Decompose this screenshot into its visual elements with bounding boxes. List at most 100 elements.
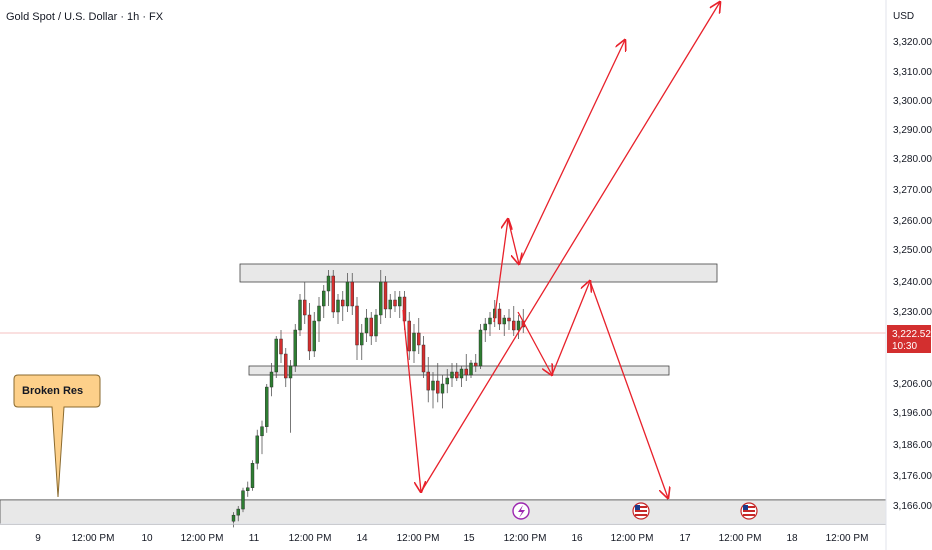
candle (274, 336, 278, 378)
candle (303, 282, 307, 324)
resistance-zone[interactable] (239, 263, 718, 283)
price-tick-label: 3,176.00 (893, 471, 932, 482)
candle (450, 363, 454, 388)
candle (374, 309, 378, 342)
zones-layer (0, 263, 887, 525)
candle (440, 375, 445, 409)
candle (412, 324, 416, 363)
projection-arrow[interactable] (589, 280, 668, 498)
candle (464, 354, 468, 381)
price-tick-label: 3,290.00 (893, 125, 932, 136)
candle (360, 324, 364, 360)
price-tick-label: 3,250.00 (893, 245, 932, 256)
price-tick-label: 3,270.00 (893, 185, 932, 196)
candle (246, 481, 250, 497)
time-tick-label: 12:00 PM (397, 533, 440, 544)
projection-arrow[interactable] (402, 309, 421, 492)
price-tick-label: 3,300.00 (893, 96, 932, 107)
candle (341, 291, 345, 321)
broken-resistance-zone[interactable] (0, 499, 887, 525)
time-tick-label: 12:00 PM (504, 533, 547, 544)
price-tick-label: 3,196.00 (893, 408, 932, 419)
time-tick-label: 9 (35, 533, 41, 544)
us-flag-icon[interactable] (632, 502, 650, 520)
candle (383, 276, 388, 318)
price-axis[interactable]: USD 3,320.00 3,310.00 3,300.00 3,290.00 3,28… (885, 0, 932, 550)
time-tick-label: 17 (679, 533, 691, 544)
support-zone[interactable] (248, 365, 670, 376)
candle (241, 487, 245, 513)
candle (350, 273, 354, 315)
candle (284, 348, 288, 388)
candle (255, 429, 259, 470)
candle (459, 366, 464, 388)
candle (393, 291, 397, 312)
last-price-value: 3,222.52 (892, 329, 931, 340)
candle (488, 312, 492, 336)
candle (379, 270, 383, 324)
time-tick-label: 11 (249, 533, 260, 544)
candle (426, 357, 430, 403)
time-tick-label: 12:00 PM (719, 533, 762, 544)
last-price-tag: 3,222.52 10:30 (887, 325, 931, 353)
time-tick-label: 12:00 PM (289, 533, 332, 544)
candle (250, 460, 255, 491)
time-tick-label: 12:00 PM (826, 533, 869, 544)
time-tick-label: 12:00 PM (611, 533, 654, 544)
candle (507, 309, 511, 330)
price-axis-ticks: 3,320.00 3,310.00 3,300.00 3,290.00 3,280.00… (893, 37, 932, 512)
time-tick-label: 15 (463, 533, 475, 544)
time-tick-label: 14 (356, 533, 368, 544)
candle (279, 330, 283, 363)
candle (469, 360, 473, 378)
candle (236, 506, 240, 522)
candle (265, 384, 269, 433)
projection-arrow[interactable] (551, 281, 590, 376)
time-axis[interactable]: 9 12:00 PM 10 12:00 PM 11 12:00 PM 14 12:00 PM 1… (0, 523, 886, 544)
candle (445, 369, 449, 394)
candle (502, 315, 506, 336)
time-tick-label: 10 (141, 533, 153, 544)
last-price-countdown: 10:30 (892, 341, 917, 352)
broken-res-callout[interactable]: Broken Res (13, 374, 101, 498)
projection-arrow[interactable] (420, 2, 720, 493)
candle (345, 273, 350, 312)
candle (369, 312, 373, 345)
candle (483, 318, 487, 342)
price-tick-label: 3,320.00 (893, 37, 932, 48)
candle (269, 363, 274, 397)
projection-arrow[interactable] (517, 311, 552, 375)
chart-title: Gold Spot / U.S. Dollar · 1h · FX (6, 11, 164, 23)
candle (512, 306, 516, 336)
time-tick-label: 12:00 PM (72, 533, 115, 544)
candle (231, 512, 236, 528)
time-axis-ticks: 9 12:00 PM 10 12:00 PM 11 12:00 PM 14 12:00 PM 1… (35, 533, 868, 544)
projection-arrow[interactable] (493, 219, 508, 323)
candle (317, 297, 321, 342)
price-tick-label: 3,260.00 (893, 216, 932, 227)
price-tick-label: 3,240.00 (893, 277, 932, 288)
candle (431, 372, 435, 409)
lightning-icon[interactable] (512, 502, 530, 520)
price-tick-label: 3,206.00 (893, 379, 932, 390)
price-tick-label: 3,186.00 (893, 440, 932, 451)
candle (288, 360, 293, 433)
candle (326, 270, 331, 306)
candle (312, 312, 316, 357)
projections-layer (402, 2, 720, 498)
projection-arrow[interactable] (507, 218, 519, 264)
currency-label: USD (893, 11, 914, 22)
projection-arrow[interactable] (518, 40, 625, 265)
candle (388, 294, 392, 318)
candle (407, 312, 411, 360)
price-tick-label: 3,166.00 (893, 501, 932, 512)
candle (421, 336, 426, 378)
candle (398, 291, 402, 318)
candles-layer (231, 270, 525, 528)
candle (474, 354, 478, 372)
price-tick-label: 3,280.00 (893, 154, 932, 165)
us-flag-icon[interactable] (740, 502, 758, 520)
candle (260, 420, 264, 455)
candle (417, 318, 421, 354)
